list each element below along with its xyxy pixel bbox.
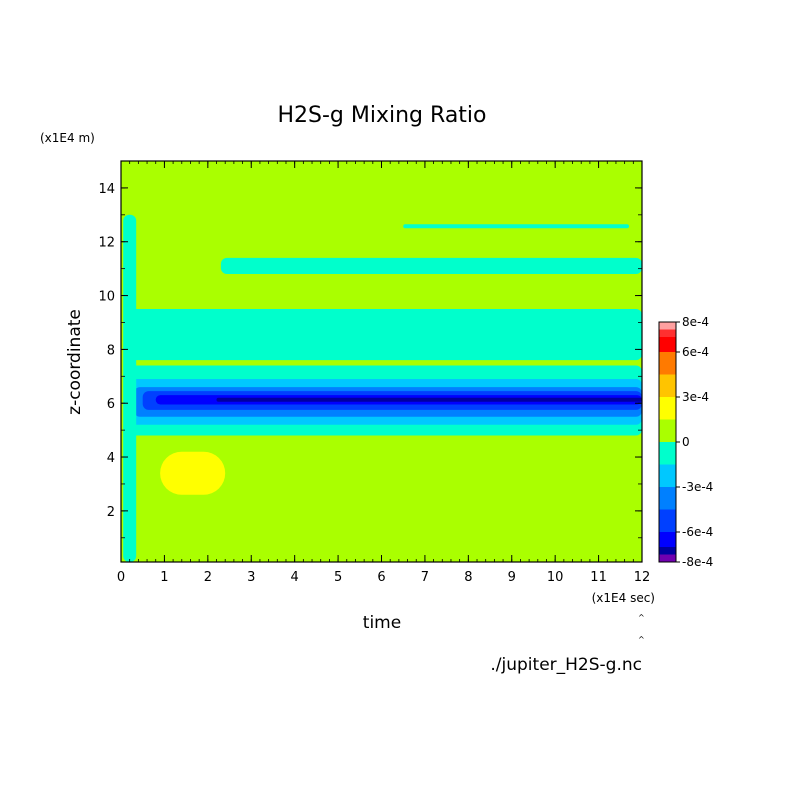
colorbar-label: 0 (682, 435, 690, 449)
contour-region-cyan-strip-11 (220, 257, 642, 274)
x-tick-label: 6 (377, 570, 385, 585)
y-tick-label: 2 (107, 505, 115, 520)
colorbar-swatch (659, 352, 676, 375)
chart-title: H2S-g Mixing Ratio (277, 103, 486, 128)
contour-region-deep-core (216, 397, 642, 402)
colorbar-label: 8e-4 (682, 315, 709, 329)
y-tick-label: 4 (107, 451, 115, 466)
colorbar-label: -3e-4 (682, 480, 713, 494)
y-tick-label: 12 (98, 236, 115, 251)
colorbar-swatch (659, 532, 676, 547)
colorbar-swatch (659, 397, 676, 420)
x-tick-label: 3 (247, 570, 255, 585)
plot-background (121, 161, 642, 562)
y-tick-label: 6 (107, 397, 115, 412)
x-tick-label: 10 (547, 570, 564, 585)
colorbar: 8e-4 6e-4 3e-4 0 -3e-4 -6e-4 -8e-4 (658, 315, 713, 569)
colorbar-swatch (659, 547, 676, 555)
contour-region-upper-cyan-band (125, 309, 642, 361)
y-unit-label: (x1E4 m) (40, 131, 95, 145)
colorbar-swatch (659, 337, 676, 352)
x-axis-title: time (363, 613, 401, 633)
colorbar-label: 3e-4 (682, 390, 709, 404)
colorbar-label: -6e-4 (682, 525, 713, 539)
y-axis: 2 4 6 8 10 12 14 (98, 160, 642, 539)
x-tick-label: 11 (590, 570, 607, 585)
source-file-label: ./jupiter_H2S-g.nc (490, 655, 642, 675)
x-tick-label: 8 (464, 570, 472, 585)
colorbar-label: -8e-4 (682, 555, 713, 569)
y-tick-label: 10 (98, 290, 115, 305)
x-tick-label: 7 (421, 570, 429, 585)
colorbar-swatch (659, 464, 676, 487)
contour-regions (123, 214, 642, 562)
colorbar-swatch (659, 374, 676, 397)
colorbar-swatch (659, 322, 676, 330)
y-tick-label: 8 (107, 343, 115, 358)
x-tick-label: 0 (117, 570, 125, 585)
colorbar-swatch (659, 509, 676, 532)
colorbar-swatch (659, 554, 676, 562)
x-tick-label: 9 (508, 570, 516, 585)
colorbar-swatch (659, 487, 676, 510)
contour-region-cyan-left-column (123, 214, 137, 562)
corner-mark: ^ (638, 613, 645, 622)
corner-mark: ^ (638, 635, 645, 644)
colorbar-swatch (659, 419, 676, 442)
x-axis: 0 1 2 3 4 5 6 7 8 9 10 11 12 (117, 161, 650, 585)
colorbar-swatch (659, 442, 676, 465)
x-tick-label: 1 (160, 570, 168, 585)
x-tick-label: 5 (334, 570, 342, 585)
contour-region-cyan-strip-125 (403, 224, 629, 229)
x-tick-label: 4 (291, 570, 299, 585)
y-tick-label: 14 (98, 182, 115, 197)
contour-region-plume-yellow (160, 451, 226, 495)
colorbar-swatch (659, 329, 676, 337)
x-tick-label: 12 (634, 570, 651, 585)
plot-area (121, 161, 642, 562)
colorbar-label: 6e-4 (682, 345, 709, 359)
x-unit-label: (x1E4 sec) (592, 591, 655, 605)
x-tick-label: 2 (204, 570, 212, 585)
y-axis-title: z-coordinate (65, 309, 85, 415)
